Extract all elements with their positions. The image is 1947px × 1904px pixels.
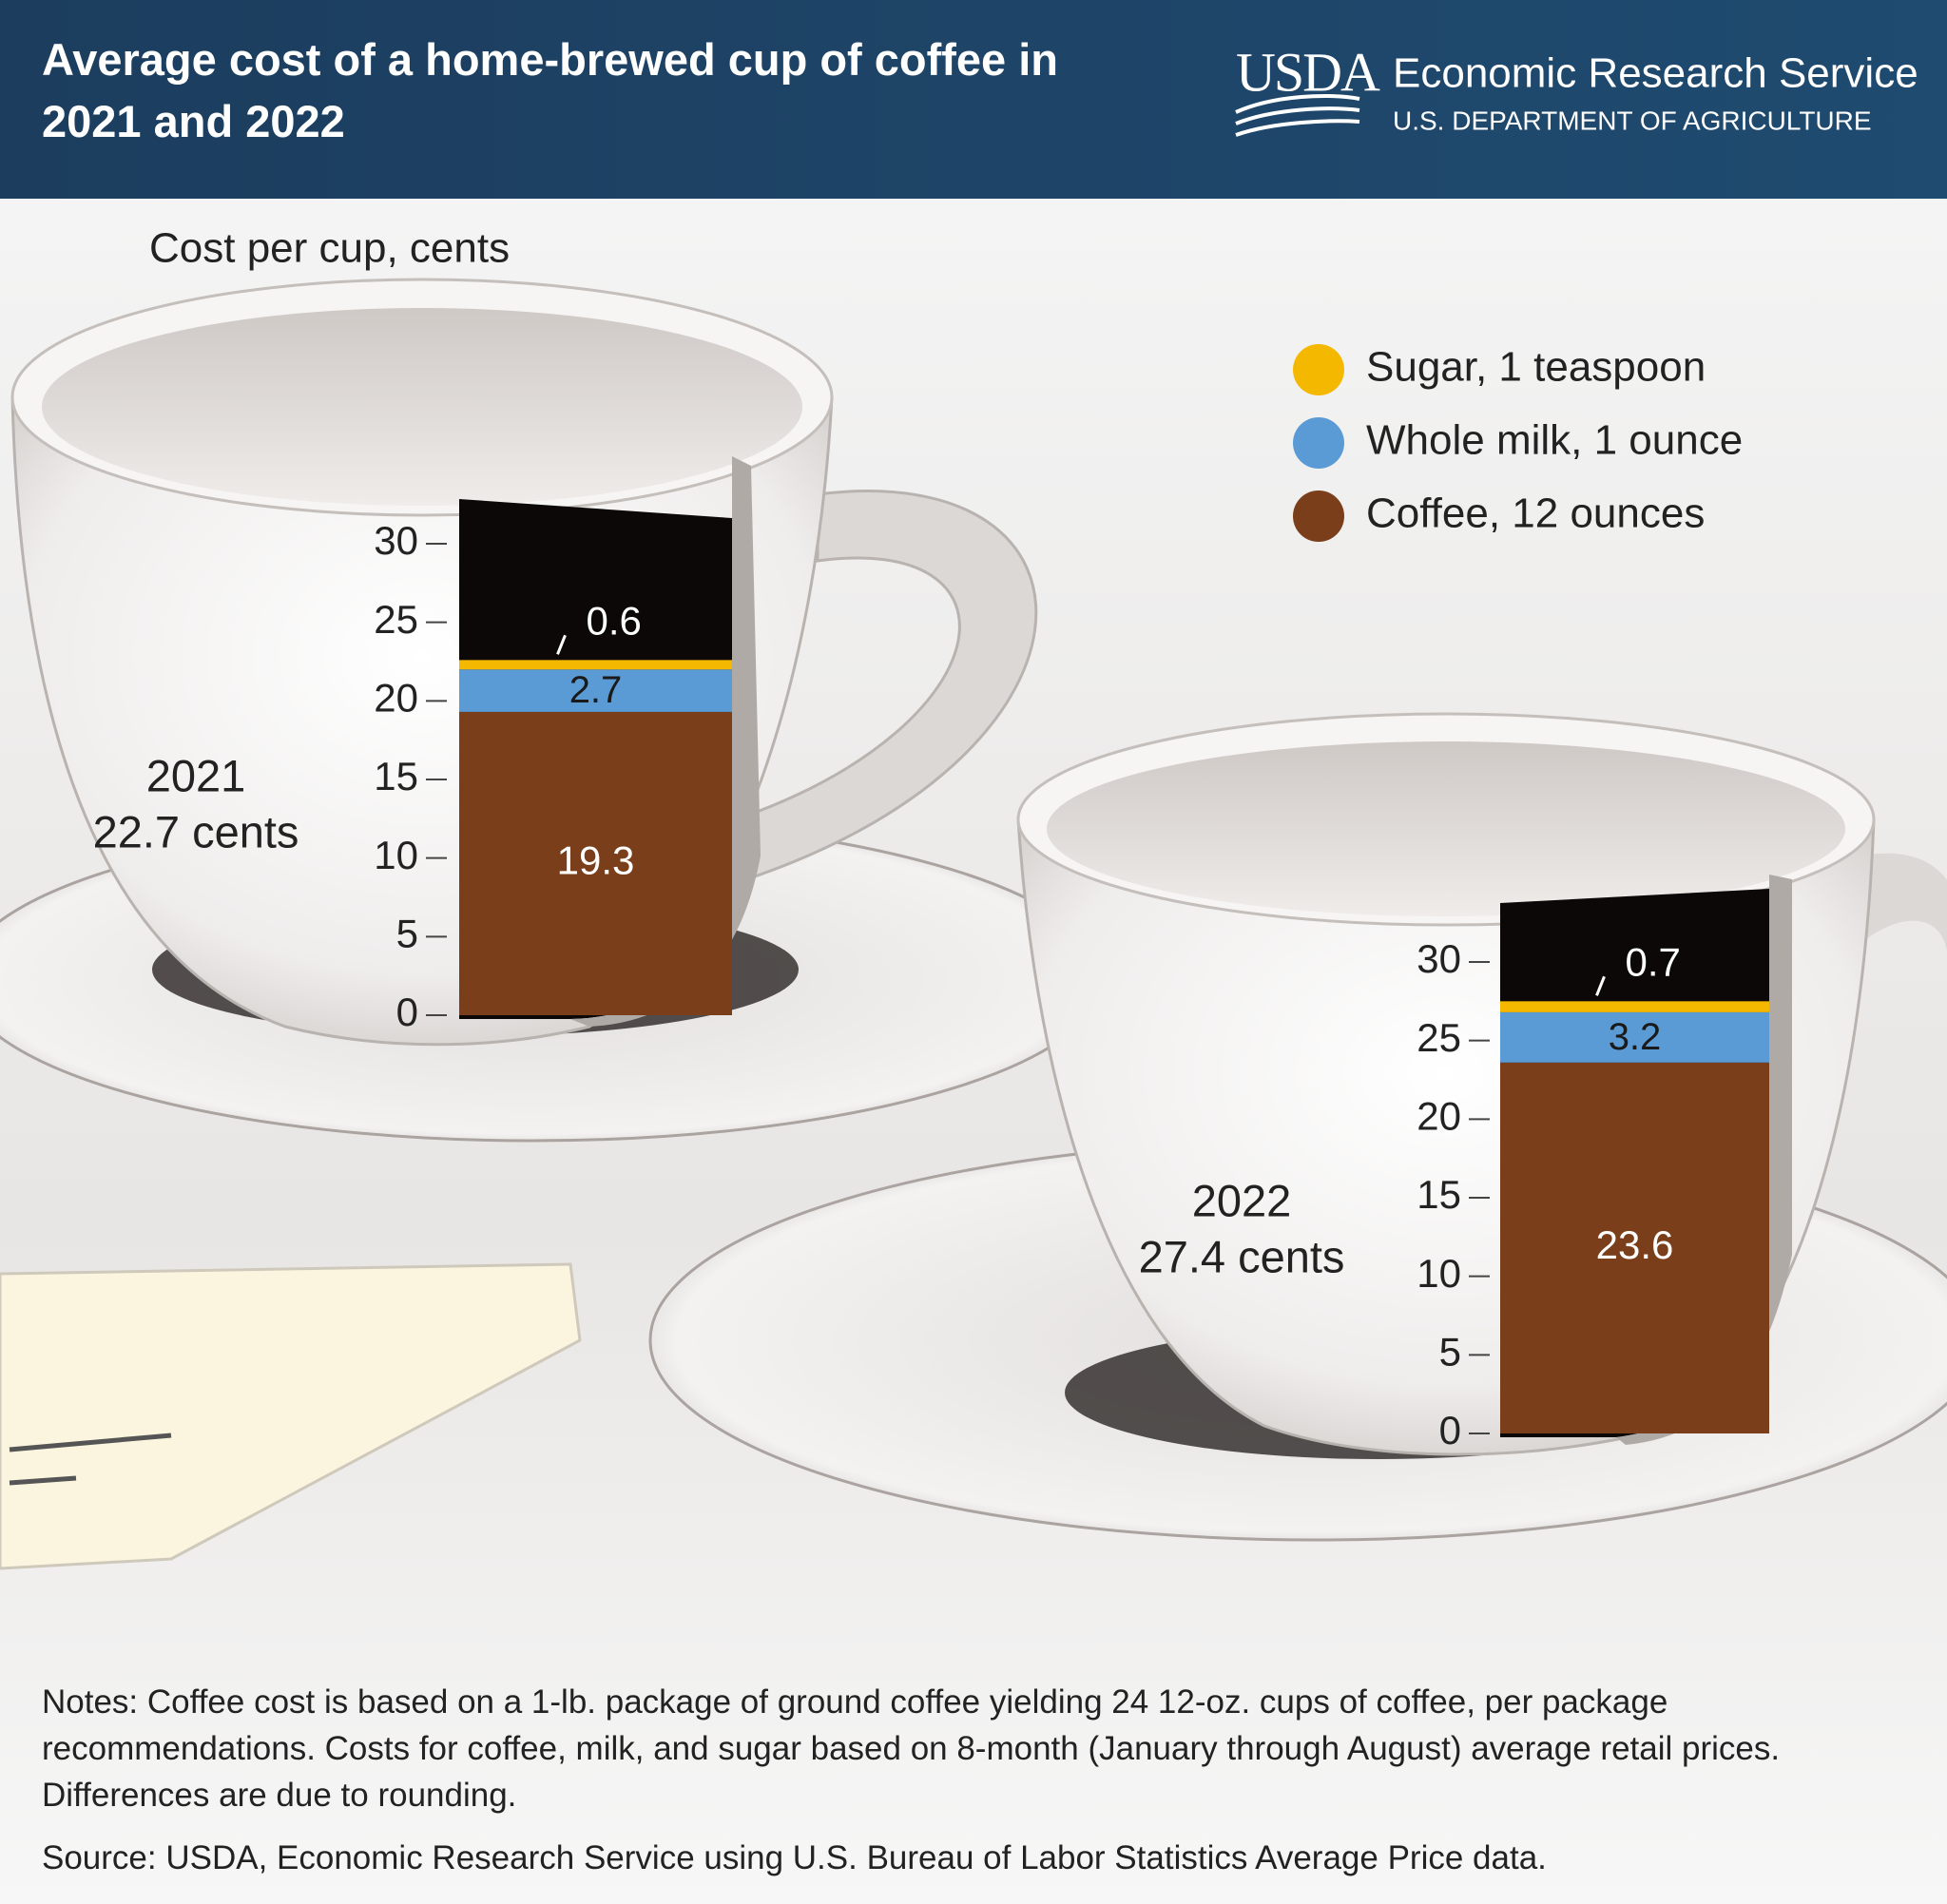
bar-segment [459,711,732,1015]
cup-inside [42,308,802,506]
cup-handle [1863,853,1947,1027]
y-tick-label: 30 [1417,936,1461,981]
label-leader [1595,975,1606,996]
y-tick-label: 15 [1417,1172,1461,1217]
cup-cut [1616,875,1792,1445]
legend-swatch [1293,490,1344,542]
y-tick-label: 10 [1417,1251,1461,1296]
y-tick-label: 20 [1417,1093,1461,1138]
y-tick-label: 0 [396,990,418,1034]
category-label: 2021 [146,750,246,800]
total-label: 27.4 cents [1139,1231,1345,1281]
cup-inside [1047,741,1845,916]
legend-label: Whole milk, 1 ounce [1366,417,1743,464]
y-tick-label: 15 [374,754,418,798]
value-label: 3.2 [1609,1016,1662,1058]
paper [0,1262,582,1570]
y-axis-label: Cost per cup, cents [149,225,510,272]
bar-segment [459,660,732,670]
y-tick-label: 5 [396,911,418,955]
total-label: 22.7 cents [93,806,299,856]
source: Source: USDA, Economic Research Service … [42,1839,1547,1876]
chart-title: Average cost of a home-brewed cup of cof… [42,34,1059,146]
value-label: 19.3 [557,838,635,883]
bar-segment [1500,1062,1769,1433]
paper-lines [9,1433,172,1486]
y-tick-label: 30 [374,518,418,563]
y-tick-label: 20 [374,675,418,720]
y-tick-label: 25 [1417,1015,1461,1060]
y-tick-label: 25 [374,597,418,642]
title-box: Average cost of a home-brewed cup of cof… [42,34,1059,146]
legend-label: Coffee, 12 ounces [1366,490,1705,537]
cup-cut [570,456,761,1027]
y-tick-label: 0 [1439,1408,1461,1452]
y-tick-label: 10 [374,833,418,877]
bar-segment [1500,1001,1769,1012]
usda-logo: USDA [1236,41,1380,103]
department: U.S. DEPARTMENT OF AGRICULTURE [1393,106,1872,135]
value-label: 2.7 [569,669,623,711]
value-label: 0.7 [1626,939,1681,984]
bar-segment [1500,1011,1769,1063]
legend-swatch [1293,417,1344,469]
bar-segment [459,669,732,712]
y-tick-label: 5 [1439,1329,1461,1374]
legend-label: Sugar, 1 teaspoon [1366,344,1706,391]
cup-handle [730,490,1038,887]
label-leader [556,634,567,655]
value-label: 0.6 [587,598,642,643]
notes: Notes: Coffee cost is based on a 1-lb. p… [42,1683,1781,1814]
value-label: 23.6 [1596,1222,1674,1267]
logo-swoosh [1235,93,1360,137]
legend-swatch [1293,344,1344,395]
agency: Economic Research Service [1393,50,1918,97]
category-label: 2022 [1192,1175,1292,1225]
header [0,0,1947,199]
